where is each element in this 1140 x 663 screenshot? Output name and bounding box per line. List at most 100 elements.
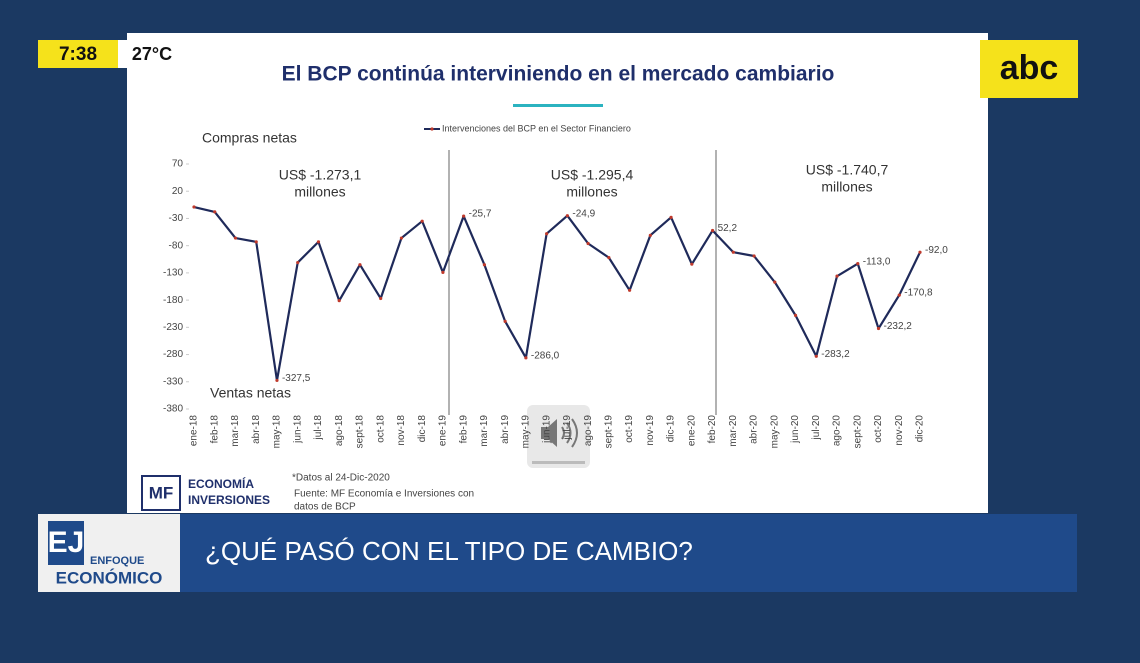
data-point [441, 270, 445, 274]
speaker-shape [541, 419, 557, 447]
data-point [316, 240, 321, 244]
y-tick-label: -30 [169, 213, 184, 224]
x-tick-label: sept-18 [355, 415, 366, 449]
data-label: -232,2 [884, 321, 913, 332]
x-tick-label: nov-20 [894, 415, 905, 446]
data-point [814, 354, 818, 358]
data-point [213, 210, 217, 214]
y-tick-label: 70 [172, 159, 184, 170]
program-logo-top: ENFOQUE [90, 555, 144, 567]
headline: ¿QUÉ PASÓ CON EL TIPO DE CAMBIO? [205, 536, 693, 566]
source-logo-box [141, 475, 181, 511]
x-tick-label: mar-20 [728, 415, 739, 447]
temperature-box [118, 40, 188, 68]
data-point [337, 299, 341, 303]
x-tick-label: may-19 [521, 415, 532, 449]
data-point [897, 293, 901, 297]
note: *Datos al 24-Dic-2020 [292, 473, 390, 484]
chart-title: El BCP continúa interviniendo en el merc… [282, 63, 835, 86]
data-point [233, 236, 238, 240]
data-point [918, 250, 922, 254]
y-top-label: Compras netas [202, 130, 297, 146]
y-tick-label: -380 [163, 404, 183, 415]
x-tick-label: oct-20 [873, 415, 884, 443]
x-tick-label: oct-18 [375, 415, 386, 443]
data-point [524, 356, 528, 360]
x-tick-label: sept-20 [852, 415, 863, 449]
data-point [669, 215, 673, 219]
legend-label: Intervenciones del BCP en el Sector Fina… [442, 123, 631, 133]
x-tick-label: abr-18 [251, 415, 262, 444]
y-tick-label: -130 [163, 268, 183, 279]
note: Fuente: MF Economía e Inversiones con [294, 489, 474, 500]
y-tick-label: -80 [169, 240, 184, 251]
x-tick-label: abr-20 [749, 415, 760, 444]
x-tick-label: jun-18 [292, 415, 303, 444]
y-tick-label: -180 [163, 295, 183, 306]
note: datos de BCP [294, 502, 356, 513]
x-tick-label: ago-18 [334, 415, 345, 447]
source-logo-line1: ECONOMÍA [188, 476, 254, 491]
data-label: -113,0 [863, 256, 891, 267]
x-tick-label: nov-18 [396, 415, 407, 446]
x-tick-label: ene-18 [189, 415, 200, 447]
period-amount: US$ -1.295,4 [551, 167, 634, 183]
data-point [254, 240, 258, 244]
data-point [462, 214, 466, 218]
source-logo-line2: INVERSIONES [188, 493, 270, 507]
speaker-icon[interactable] [527, 405, 590, 468]
y-tick-label: -230 [163, 322, 183, 333]
data-label: -25,7 [469, 209, 492, 220]
data-point [793, 313, 798, 317]
data-point [586, 241, 590, 246]
time-box [38, 40, 118, 68]
data-label: -283,2 [821, 349, 850, 360]
time: 7:38 [59, 44, 97, 65]
data-label: -92,0 [925, 245, 948, 256]
period-unit: millones [566, 184, 617, 200]
y-tick-label: -280 [163, 349, 183, 360]
headline-bar [180, 514, 1077, 592]
data-point [628, 288, 632, 292]
data-point [399, 236, 404, 240]
x-tick-label: ago-19 [583, 415, 594, 447]
temperature: 27°C [132, 44, 172, 64]
period-amount: US$ -1.740,7 [806, 162, 889, 178]
x-tick-label: jun-19 [541, 415, 552, 444]
data-point [773, 280, 777, 284]
data-point [545, 232, 549, 236]
x-tick-label: may-20 [769, 415, 780, 449]
data-point [379, 296, 383, 301]
x-tick-label: mar-18 [230, 415, 241, 447]
x-tick-label: jul-19 [562, 415, 573, 441]
program-logo-bottom: ECONÓMICO [56, 568, 163, 587]
x-tick-label: ago-20 [832, 415, 843, 447]
data-point [710, 228, 715, 233]
data-point [565, 214, 569, 218]
x-tick-label: nov-19 [645, 415, 656, 446]
y-tick-label: 20 [172, 186, 184, 197]
period-unit: millones [294, 184, 345, 200]
data-point [420, 219, 424, 223]
data-label: -327,5 [282, 373, 311, 384]
program-logo-letters: EJ [48, 526, 85, 559]
x-tick-label: dic-20 [915, 415, 926, 443]
x-tick-label: dic-19 [666, 415, 677, 443]
data-label: -170,8 [904, 288, 933, 299]
period-amount: US$ -1.273,1 [279, 167, 362, 183]
data-point [876, 326, 881, 331]
speaker-bg[interactable] [527, 405, 590, 468]
data-point [358, 263, 362, 267]
x-tick-label: dic-18 [417, 415, 428, 443]
x-tick-label: sept-19 [603, 415, 614, 449]
x-tick-label: feb-19 [458, 415, 469, 444]
x-tick-label: jul-18 [313, 415, 324, 441]
data-point [690, 262, 694, 266]
data-point [856, 262, 860, 266]
data-point [731, 250, 735, 254]
x-tick-label: mar-19 [479, 415, 490, 447]
channel-logo: abc [1000, 49, 1059, 87]
data-label: -286,0 [531, 350, 560, 361]
data-point [296, 260, 300, 265]
data-point [648, 233, 652, 237]
